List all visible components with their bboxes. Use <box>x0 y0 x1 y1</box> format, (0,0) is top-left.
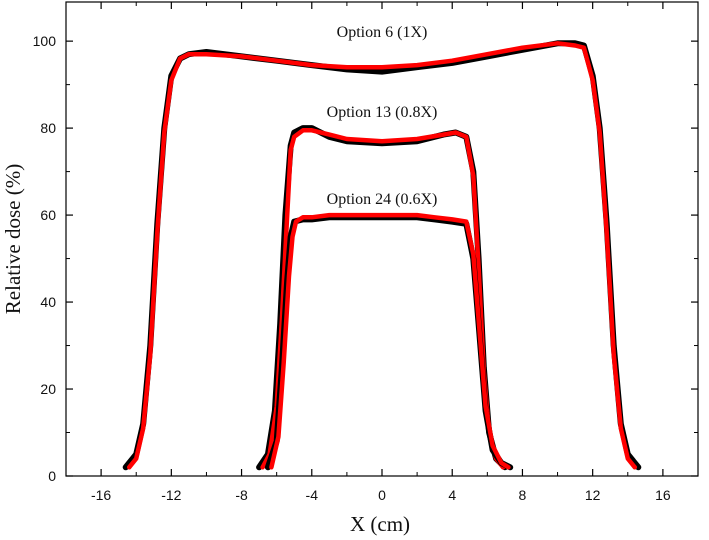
x-tick-label: -16 <box>91 487 111 503</box>
curve-label-1: Option 13 (0.8X) <box>327 104 438 121</box>
y-tick-label: 60 <box>40 207 56 223</box>
y-axis-title: Relative dose (%) <box>1 164 25 314</box>
axis-ticks: -16 -12 -8 -4 0 4 8 12 16 0 20 40 60 80 100 <box>33 2 699 503</box>
series-line-red-1 <box>126 41 638 470</box>
x-tick-label: -12 <box>161 487 181 503</box>
curve-annotations: Option 6 (1X) Option 13 (0.8X) Option 24 (… <box>327 24 438 208</box>
x-tick-label: 0 <box>378 487 386 503</box>
curve-label-0: Option 6 (1X) <box>337 24 428 41</box>
x-axis-title: X (cm) <box>350 512 410 536</box>
x-tick-label: -8 <box>235 487 248 503</box>
x-tick-label: 4 <box>448 487 456 503</box>
x-tick-label: 12 <box>585 487 601 503</box>
x-tick-label: 16 <box>655 487 671 503</box>
x-tick-label: -4 <box>306 487 319 503</box>
series-line-black-2 <box>256 125 508 471</box>
x-tick-label: 8 <box>519 487 527 503</box>
series-line-red-3 <box>260 128 506 470</box>
series-lines <box>122 40 642 471</box>
y-tick-label: 0 <box>48 468 56 484</box>
y-tick-label: 80 <box>40 120 56 136</box>
series-line-red-5 <box>269 212 511 470</box>
y-tick-label: 100 <box>33 33 57 49</box>
y-tick-label: 20 <box>40 381 56 397</box>
y-tick-label: 40 <box>40 294 56 310</box>
curve-label-2: Option 24 (0.6X) <box>327 191 438 208</box>
